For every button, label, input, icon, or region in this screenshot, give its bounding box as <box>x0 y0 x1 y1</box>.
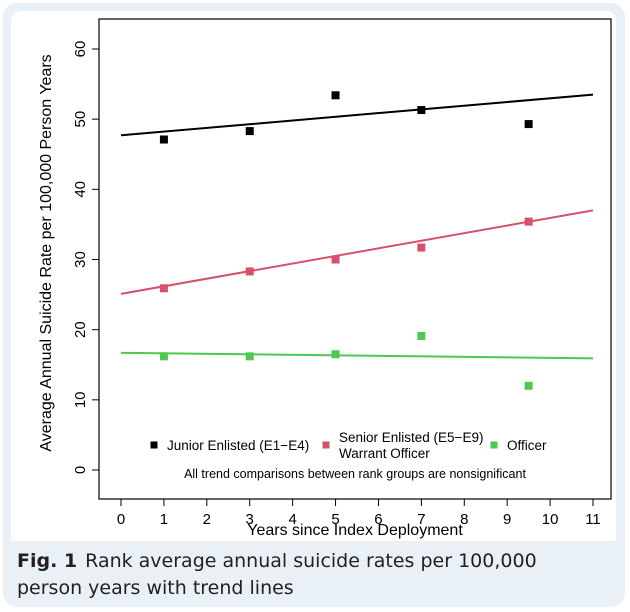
data-point-series-2 <box>524 217 533 226</box>
axes-layer: 0 1 2 3 4 5 6 7 8 9 10 11 0 10 20 30 40 50 60 Years since I… <box>38 18 612 539</box>
x-tick-label: 2 <box>203 511 211 528</box>
y-tick-label: 30 <box>72 251 89 268</box>
figure-caption: Fig. 1 Rank average annual suicide rates … <box>17 548 607 602</box>
trend-lines-layer <box>120 93 594 360</box>
y-tick-label: 20 <box>72 321 89 338</box>
y-tick-label: 60 <box>72 41 89 58</box>
data-point-series-2 <box>417 243 426 252</box>
x-tick-label: 1 <box>160 511 168 528</box>
data-point-series-3 <box>245 352 254 361</box>
x-tick-label: 4 <box>288 511 296 528</box>
trend-line-series-1 <box>120 93 594 137</box>
x-tick-label: 11 <box>585 511 601 528</box>
plot-panel: 0 1 2 3 4 5 6 7 8 9 10 11 0 10 20 30 40 50 60 Years since I… <box>11 11 616 541</box>
x-tick-label: 6 <box>374 511 382 528</box>
figure-card: 0 1 2 3 4 5 6 7 8 9 10 11 0 10 20 30 40 50 60 Years since I… <box>3 3 625 607</box>
x-tick-label: 3 <box>246 511 254 528</box>
plot-frame <box>98 18 612 500</box>
data-point-series-3 <box>331 350 340 359</box>
legend: Junior Enlisted (E1−E4) Senior Enlisted (… <box>150 430 547 481</box>
legend-label-series-2: Senior Enlisted (E5−E9) <box>339 430 483 445</box>
data-point-series-1 <box>331 91 340 100</box>
scatter-chart: 0 1 2 3 4 5 6 7 8 9 10 11 0 10 20 30 40 50 60 Years since I… <box>38 18 612 539</box>
legend-label-series-3: Officer <box>507 438 547 453</box>
data-points-layer <box>159 91 533 390</box>
data-point-series-1 <box>524 120 533 129</box>
chart-annotation: All trend comparisons between rank group… <box>184 467 526 481</box>
x-tick-label: 0 <box>117 511 125 528</box>
x-tick-label: 8 <box>460 511 468 528</box>
data-point-series-2 <box>159 284 168 293</box>
legend-marker-series-1 <box>150 441 158 449</box>
data-point-series-1 <box>245 127 254 136</box>
y-axis-title: Average Annual Suicide Rate per 100,000 … <box>38 54 55 451</box>
figure-caption-text: Rank average annual suicide rates per 10… <box>17 550 537 599</box>
legend-marker-series-2 <box>322 441 330 449</box>
data-point-series-3 <box>524 381 533 390</box>
x-tick-label: 10 <box>542 511 559 528</box>
data-point-series-2 <box>331 255 340 264</box>
y-tick-label: 10 <box>72 391 89 408</box>
legend-label-series-1: Junior Enlisted (E1−E4) <box>167 438 309 453</box>
x-tick-label: 9 <box>503 511 511 528</box>
legend-marker-series-3 <box>490 441 498 449</box>
y-tick-label: 50 <box>72 111 89 128</box>
data-point-series-2 <box>245 267 254 276</box>
x-axis-title: Years since Index Deployment <box>247 522 463 539</box>
y-tick-label: 0 <box>72 466 89 474</box>
x-tick-label: 5 <box>331 511 339 528</box>
data-point-series-3 <box>417 331 426 340</box>
trend-line-series-2 <box>120 209 594 295</box>
x-tick-label: 7 <box>417 511 425 528</box>
figure-label: Fig. 1 <box>17 550 78 572</box>
legend-label-series-2: Warrant Officer <box>339 446 430 461</box>
data-point-series-1 <box>417 106 426 115</box>
y-tick-label: 40 <box>72 181 89 198</box>
data-point-series-1 <box>159 135 168 144</box>
data-point-series-3 <box>159 352 168 361</box>
trend-line-series-3 <box>120 351 594 360</box>
